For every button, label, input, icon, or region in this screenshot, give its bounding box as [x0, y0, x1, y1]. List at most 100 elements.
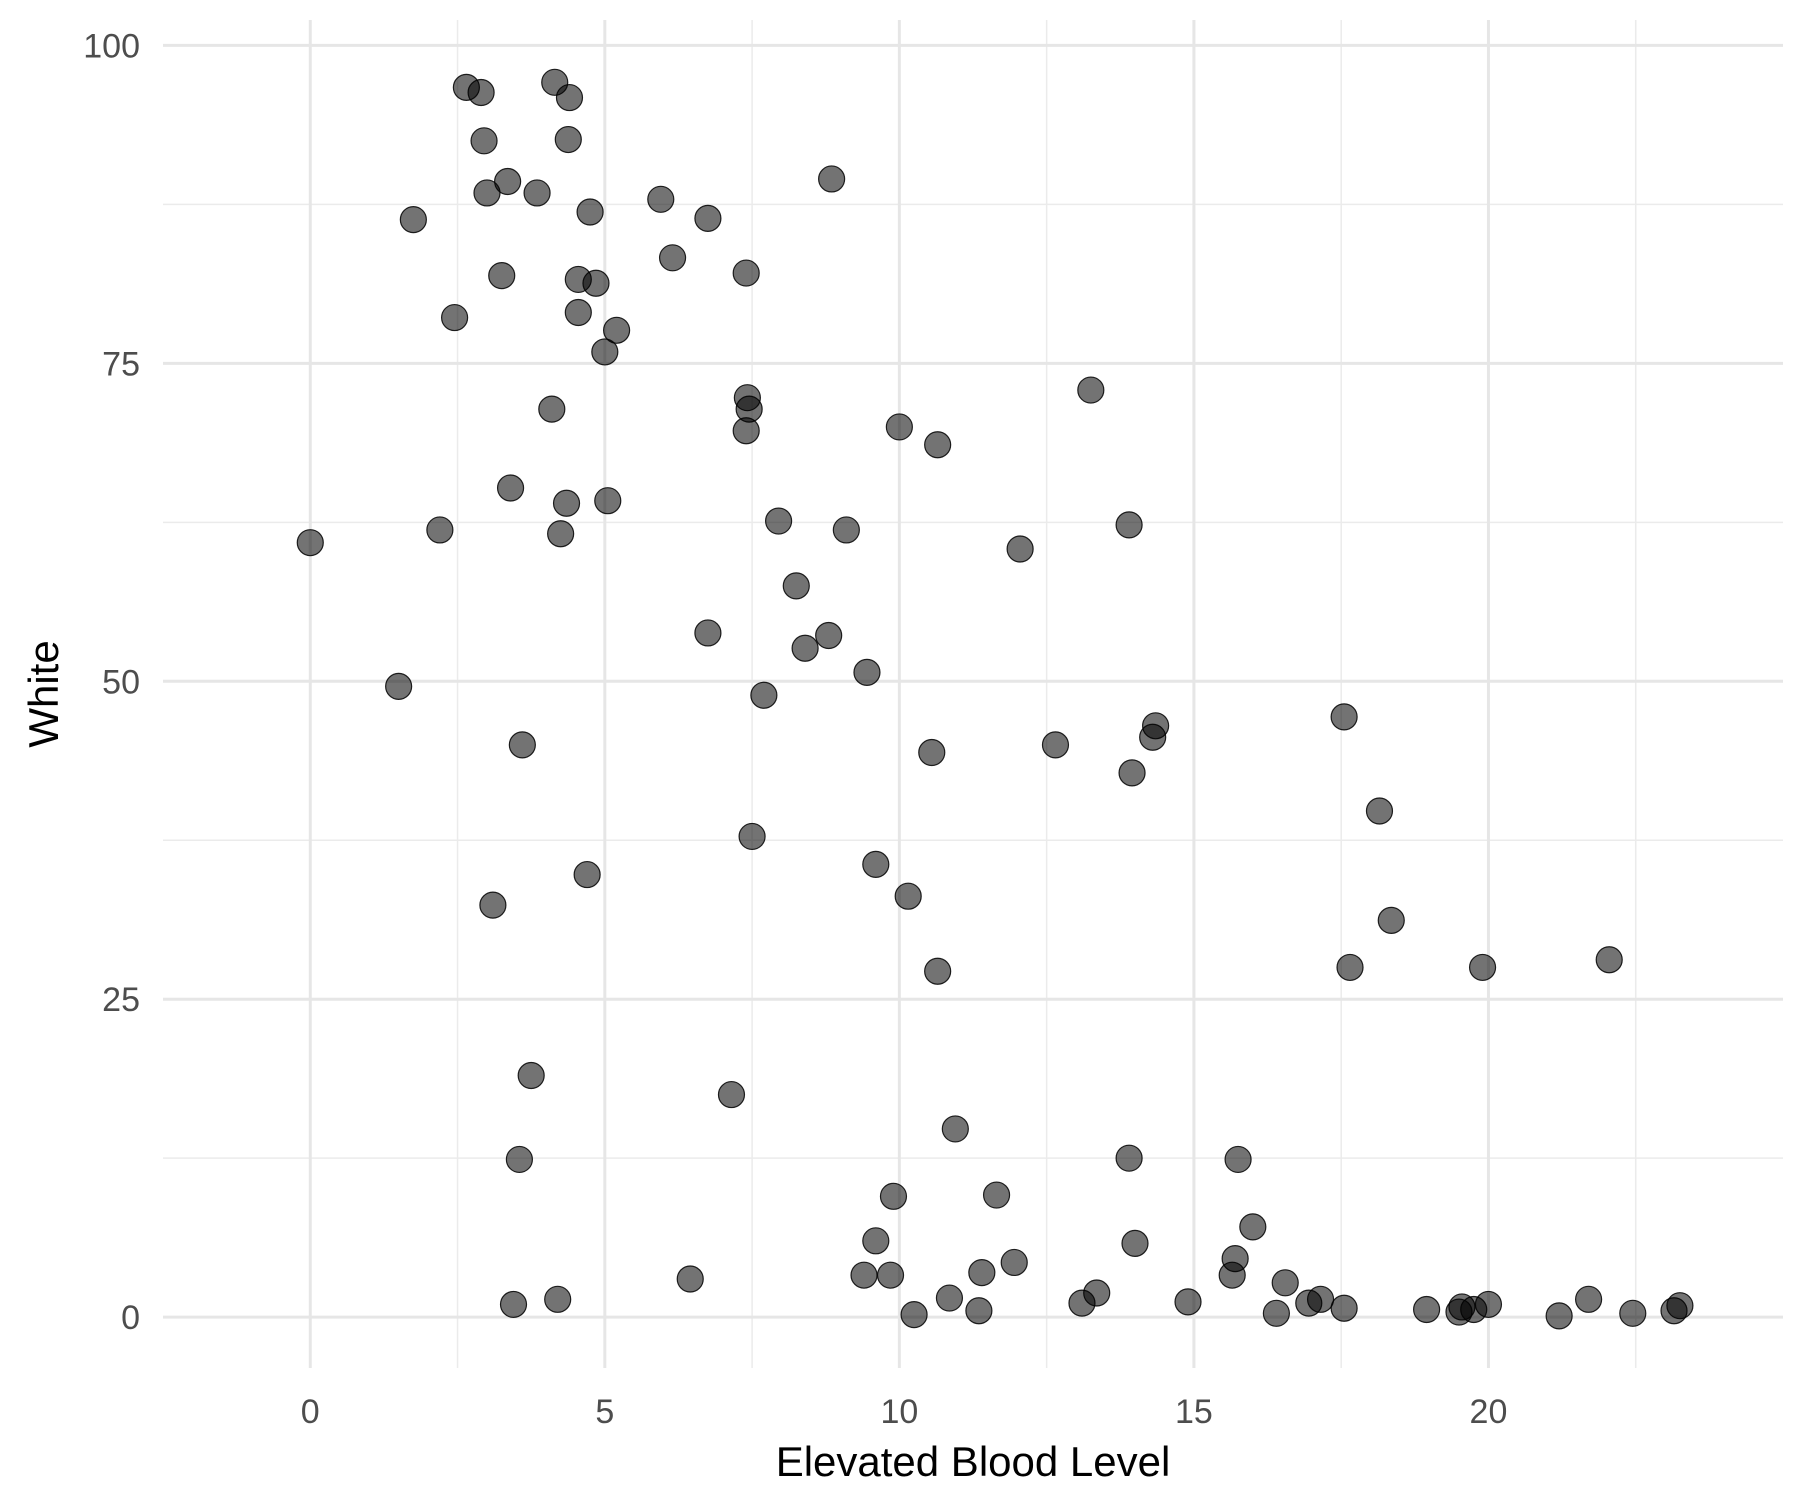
data-point: [1239, 1213, 1267, 1241]
data-point: [479, 891, 507, 919]
data-point: [658, 244, 687, 272]
data-point: [499, 1290, 528, 1319]
data-point: [1468, 953, 1497, 982]
data-point: [552, 489, 581, 517]
y-axis-tick-labels: 0 25 50 75 100: [83, 27, 140, 1337]
data-point: [935, 1284, 964, 1312]
data-point: [647, 185, 675, 213]
data-point: [1412, 1295, 1441, 1324]
data-point: [862, 1227, 890, 1255]
data-point: [764, 507, 793, 535]
y-tick-label: 100: [83, 27, 140, 65]
data-points: [296, 68, 1694, 1330]
data-point: [862, 850, 890, 879]
data-point: [1142, 712, 1170, 740]
data-point: [1224, 1145, 1252, 1174]
data-point: [885, 413, 913, 441]
data-point: [1377, 906, 1405, 934]
data-point: [894, 882, 922, 910]
data-point: [544, 1285, 572, 1313]
data-point: [676, 1265, 704, 1293]
data-point: [782, 572, 810, 600]
data-point: [1174, 1288, 1202, 1316]
y-axis-title: White: [20, 640, 67, 747]
data-point: [1474, 1290, 1503, 1319]
data-point: [399, 206, 427, 234]
grid-lines: [163, 20, 1783, 1368]
data-point: [1041, 731, 1070, 759]
data-point: [496, 474, 525, 502]
data-point: [1574, 1285, 1603, 1313]
data-point: [924, 957, 952, 985]
data-point: [924, 431, 952, 459]
data-point: [1595, 946, 1623, 974]
data-point: [517, 1061, 545, 1090]
data-point: [494, 167, 522, 196]
data-point: [488, 262, 516, 290]
data-point: [508, 731, 536, 759]
data-point: [791, 634, 819, 662]
data-point: [564, 298, 592, 327]
data-point: [1115, 511, 1143, 539]
y-tick-label: 25: [102, 981, 140, 1019]
data-point: [876, 1261, 905, 1289]
data-point: [1619, 1299, 1647, 1327]
x-tick-label: 15: [1175, 1393, 1213, 1431]
data-point: [918, 738, 946, 767]
data-point: [555, 83, 584, 112]
data-point: [1006, 535, 1034, 563]
data-point: [941, 1115, 969, 1143]
data-point: [982, 1181, 1011, 1209]
data-point: [1077, 376, 1105, 404]
data-point: [385, 672, 413, 700]
data-point: [602, 316, 631, 344]
data-point: [573, 860, 601, 889]
data-point: [732, 259, 760, 287]
data-point: [717, 1080, 746, 1109]
data-point: [473, 179, 501, 207]
data-point: [576, 198, 604, 226]
data-point: [750, 681, 778, 709]
data-point: [853, 658, 881, 686]
data-point: [296, 529, 324, 557]
data-point: [850, 1261, 878, 1289]
x-axis-title: Elevated Blood Level: [776, 1438, 1171, 1485]
data-point: [1121, 1229, 1149, 1257]
data-point: [1115, 1144, 1143, 1172]
data-point: [1545, 1302, 1573, 1330]
data-point: [1118, 759, 1146, 787]
data-point: [968, 1259, 996, 1287]
x-tick-label: 0: [301, 1393, 320, 1431]
data-point: [965, 1297, 993, 1325]
y-tick-label: 75: [102, 345, 140, 383]
data-point: [547, 520, 575, 548]
data-point: [735, 395, 763, 423]
data-point: [818, 165, 846, 193]
data-point: [1262, 1299, 1290, 1327]
data-point: [1000, 1248, 1028, 1277]
data-point: [815, 621, 843, 650]
data-point: [523, 179, 551, 207]
data-point: [467, 78, 495, 107]
data-point: [538, 395, 566, 423]
data-point: [441, 303, 469, 332]
data-point: [900, 1300, 928, 1329]
x-tick-label: 5: [595, 1393, 614, 1431]
data-point: [1306, 1285, 1335, 1313]
data-point: [738, 822, 766, 851]
data-point: [582, 269, 610, 297]
data-point: [1271, 1269, 1299, 1297]
data-point: [1083, 1279, 1111, 1307]
data-point: [594, 487, 622, 515]
x-tick-label: 20: [1470, 1393, 1508, 1431]
data-point: [1330, 1294, 1358, 1322]
data-point: [554, 125, 582, 154]
data-point: [591, 338, 619, 366]
data-point: [1336, 953, 1364, 982]
data-point: [832, 516, 860, 544]
y-tick-label: 50: [102, 663, 140, 701]
data-point: [694, 204, 722, 232]
data-point: [1221, 1245, 1249, 1273]
